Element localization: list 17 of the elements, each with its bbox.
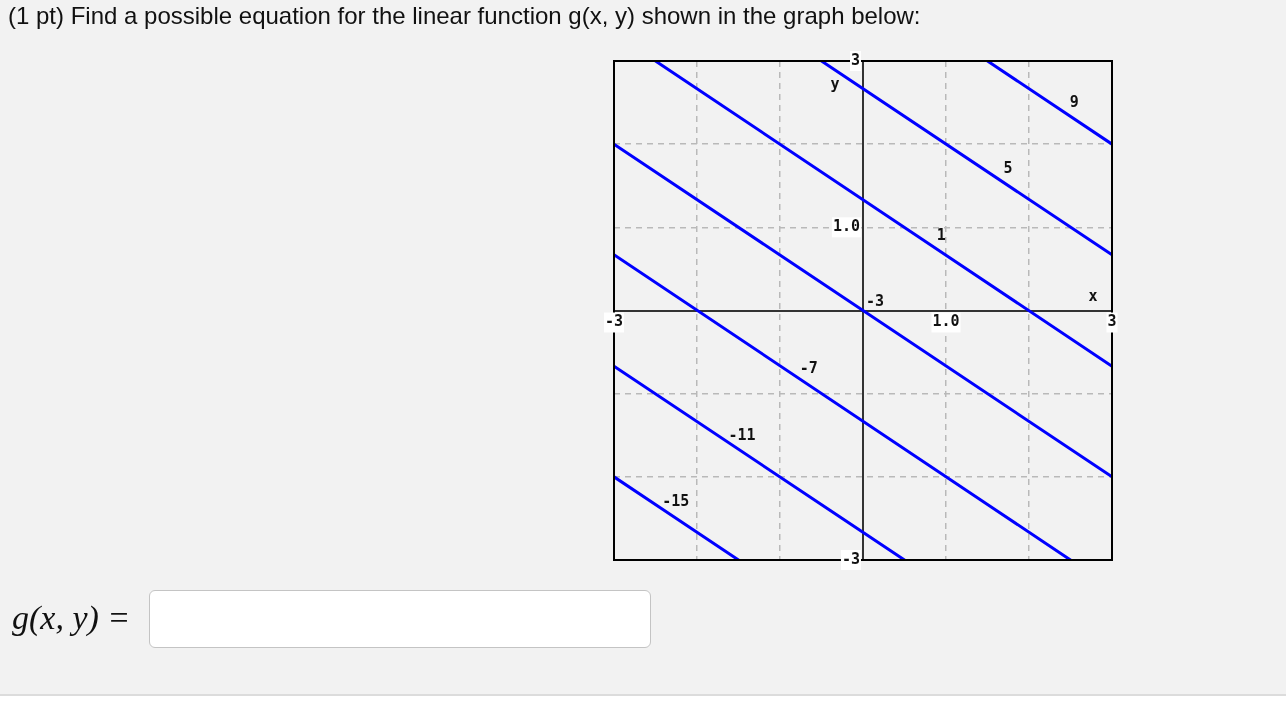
series-label: -7 xyxy=(799,358,818,377)
series-label: -3 xyxy=(865,292,885,311)
series-label: -11 xyxy=(728,425,756,444)
y-tick-label: 3 xyxy=(850,50,860,69)
y-tick-label: 1.0 xyxy=(832,217,860,236)
series-label: -15 xyxy=(662,491,690,510)
y-tick-label: -3 xyxy=(841,549,860,568)
series-label: 1 xyxy=(936,225,946,244)
text: g(x, y) = xyxy=(12,598,131,638)
x-tick-label: -3 xyxy=(604,312,624,331)
series-label: 9 xyxy=(1069,92,1079,111)
series-label: 5 xyxy=(1003,159,1013,178)
chart-title: (1 pt) Find a possible equation for the linear function g(x, y) shown in the graph below: xyxy=(8,1,921,31)
x-axis-title: x xyxy=(1088,287,1098,306)
y-axis-title: y xyxy=(830,74,840,93)
x-tick-label: 1.0 xyxy=(932,312,960,331)
x-tick-label: 3 xyxy=(1107,312,1117,331)
